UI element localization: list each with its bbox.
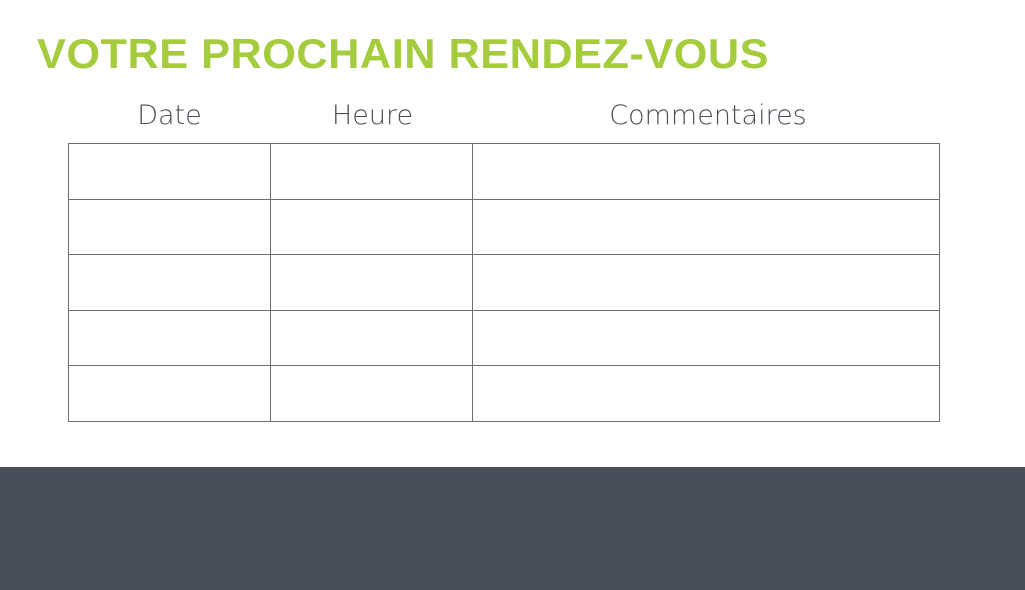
commentaires-cell[interactable] bbox=[472, 365, 940, 422]
commentaires-cell[interactable] bbox=[472, 254, 940, 311]
commentaires-cell[interactable] bbox=[472, 143, 940, 200]
column-header-heure: Heure bbox=[331, 100, 414, 131]
column-header-commentaires: Commentaires bbox=[609, 100, 807, 131]
column-header-date: Date bbox=[137, 100, 202, 131]
commentaires-cell[interactable] bbox=[472, 198, 940, 255]
heure-cell[interactable] bbox=[270, 365, 473, 422]
table-row bbox=[68, 254, 940, 311]
heure-cell[interactable] bbox=[270, 309, 473, 366]
table-row bbox=[68, 309, 940, 366]
date-cell[interactable] bbox=[68, 198, 271, 255]
date-cell[interactable] bbox=[68, 254, 271, 311]
table-row bbox=[68, 143, 940, 200]
date-cell[interactable] bbox=[68, 309, 271, 366]
page-title: VOTRE PROCHAIN RENDEZ-VOUS bbox=[37, 30, 770, 77]
date-cell[interactable] bbox=[68, 143, 271, 200]
date-cell[interactable] bbox=[68, 365, 271, 422]
appointment-table bbox=[68, 143, 940, 422]
heure-cell[interactable] bbox=[270, 254, 473, 311]
table-row bbox=[68, 365, 940, 422]
heure-cell[interactable] bbox=[270, 143, 473, 200]
table-row bbox=[68, 198, 940, 255]
heure-cell[interactable] bbox=[270, 198, 473, 255]
footer-band bbox=[0, 467, 1025, 590]
commentaires-cell[interactable] bbox=[472, 309, 940, 366]
